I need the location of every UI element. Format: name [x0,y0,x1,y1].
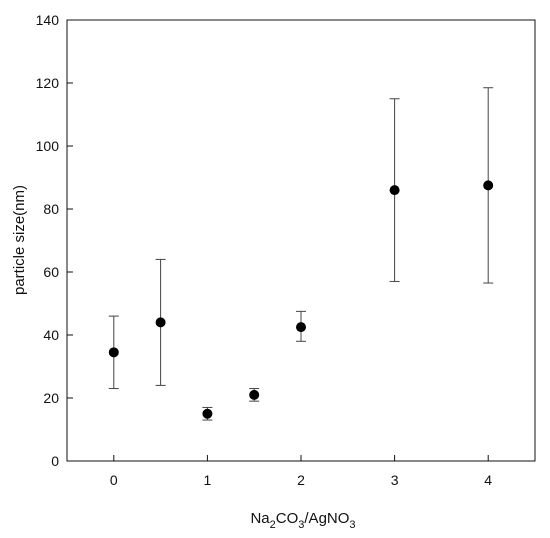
x-tick-label: 2 [297,472,305,488]
data-point [202,408,213,419]
x-label-sub3: 3 [349,519,355,531]
y-tick-label: 140 [36,12,60,28]
x-label-na: Na [250,510,270,527]
y-tick-label: 60 [43,264,59,280]
y-tick-label: 100 [36,138,60,154]
x-tick-label: 0 [110,472,118,488]
y-tick-label: 20 [43,390,59,406]
x-axis-ticks: 0 1 2 3 4 [110,455,492,488]
data-point [389,185,400,196]
y-tick-label: 40 [43,327,59,343]
x-label-co: CO [276,510,299,527]
y-axis-ticks: 0 20 40 60 80 100 120 140 [36,12,73,469]
data-points [108,87,494,421]
data-point [249,389,260,400]
x-label-sub2: 3 [298,519,304,531]
plot-area-frame [66,19,536,462]
x-tick-label: 4 [484,472,492,488]
x-axis-label: Na2CO3/AgNO3 [250,510,355,531]
data-point [296,322,306,333]
y-tick-label: 80 [43,201,59,217]
y-tick-label: 0 [51,453,59,469]
data-point [483,180,494,191]
x-tick-label: 1 [204,472,212,488]
y-axis-label: particle size(nm) [11,185,28,295]
x-label-sub1: 2 [270,519,276,531]
data-point [155,317,166,328]
y-tick-label: 120 [36,75,60,91]
x-label-agno: /AgNO [304,510,349,527]
x-tick-label: 3 [391,472,399,488]
data-point [108,347,119,358]
